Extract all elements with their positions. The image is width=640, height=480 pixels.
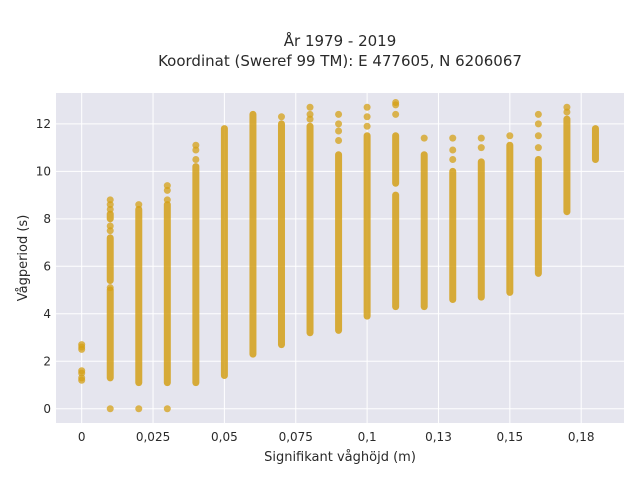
data-point <box>163 182 171 190</box>
data-point <box>477 134 485 142</box>
data-point-range <box>163 201 171 387</box>
data-point <box>192 155 200 163</box>
data-point-range <box>534 155 542 277</box>
data-point <box>306 110 314 118</box>
data-point-range <box>192 163 200 387</box>
data-point-range <box>335 151 343 334</box>
data-point <box>534 120 542 128</box>
data-point-range <box>306 122 314 337</box>
data-point <box>335 120 343 128</box>
data-point <box>306 103 314 111</box>
y-tick-label: 8 <box>43 212 51 226</box>
tick-labels: 0 0,025 0,05 0,075 0,1 0,13 0,15 0,18 0 2 4 6 8 10 12 <box>36 117 595 444</box>
data-point <box>78 367 86 375</box>
data-marks <box>78 98 599 413</box>
x-tick-label: 0,05 <box>211 430 238 444</box>
x-tick-label: 0,15 <box>496 430 523 444</box>
data-point <box>335 110 343 118</box>
data-point-range <box>277 120 285 349</box>
data-point <box>106 284 114 292</box>
data-point-range <box>135 205 143 387</box>
data-point <box>477 144 485 152</box>
data-point-range <box>106 286 114 382</box>
data-point-range <box>249 110 257 358</box>
data-point <box>163 405 171 413</box>
data-point-range <box>392 132 400 187</box>
x-tick-label: 0,18 <box>568 430 595 444</box>
data-point-range <box>477 158 485 301</box>
x-tick-label: 0,13 <box>425 430 452 444</box>
data-point <box>392 98 400 106</box>
y-tick-label: 2 <box>43 354 51 368</box>
y-tick-label: 4 <box>43 307 51 321</box>
data-point <box>106 405 114 413</box>
data-point <box>363 113 371 121</box>
x-tick-label: 0,025 <box>136 430 170 444</box>
data-point-range <box>591 125 599 163</box>
y-tick-label: 12 <box>36 117 51 131</box>
data-point <box>363 122 371 130</box>
x-axis-label: Signifikant våghöjd (m) <box>264 450 416 465</box>
data-point <box>534 132 542 140</box>
y-tick-label: 6 <box>43 259 51 273</box>
data-point <box>363 103 371 111</box>
y-tick-label: 0 <box>43 402 51 416</box>
data-point-range <box>449 167 457 304</box>
x-tick-label: 0 <box>78 430 86 444</box>
data-point <box>335 127 343 135</box>
data-point-range <box>106 234 114 285</box>
x-tick-label: 0,1 <box>358 430 377 444</box>
data-point <box>449 134 457 142</box>
data-point <box>163 196 171 204</box>
chart-title: År 1979 - 2019 <box>284 31 397 50</box>
data-point <box>420 134 428 142</box>
data-point <box>563 103 571 111</box>
data-point-range <box>563 115 571 216</box>
data-point <box>534 144 542 152</box>
data-point-range <box>220 125 228 380</box>
data-point <box>106 196 114 204</box>
chart-subtitle: Koordinat (Sweref 99 TM): E 477605, N 62… <box>158 52 522 70</box>
data-point <box>135 405 143 413</box>
data-point <box>392 110 400 118</box>
data-point-range <box>420 151 428 311</box>
data-point <box>506 132 514 140</box>
data-point <box>449 155 457 163</box>
data-point <box>135 201 143 209</box>
data-point <box>449 146 457 154</box>
data-point-range <box>363 132 371 320</box>
data-point <box>335 136 343 144</box>
data-point <box>534 110 542 118</box>
data-point <box>277 113 285 121</box>
data-point-range <box>106 210 114 223</box>
data-point-range <box>506 141 514 296</box>
data-point <box>192 141 200 149</box>
y-tick-label: 10 <box>36 164 51 178</box>
data-point-range <box>392 191 400 311</box>
x-tick-label: 0,075 <box>279 430 313 444</box>
data-point <box>78 341 86 349</box>
y-axis-label: Vågperiod (s) <box>16 215 31 302</box>
data-point <box>106 222 114 230</box>
